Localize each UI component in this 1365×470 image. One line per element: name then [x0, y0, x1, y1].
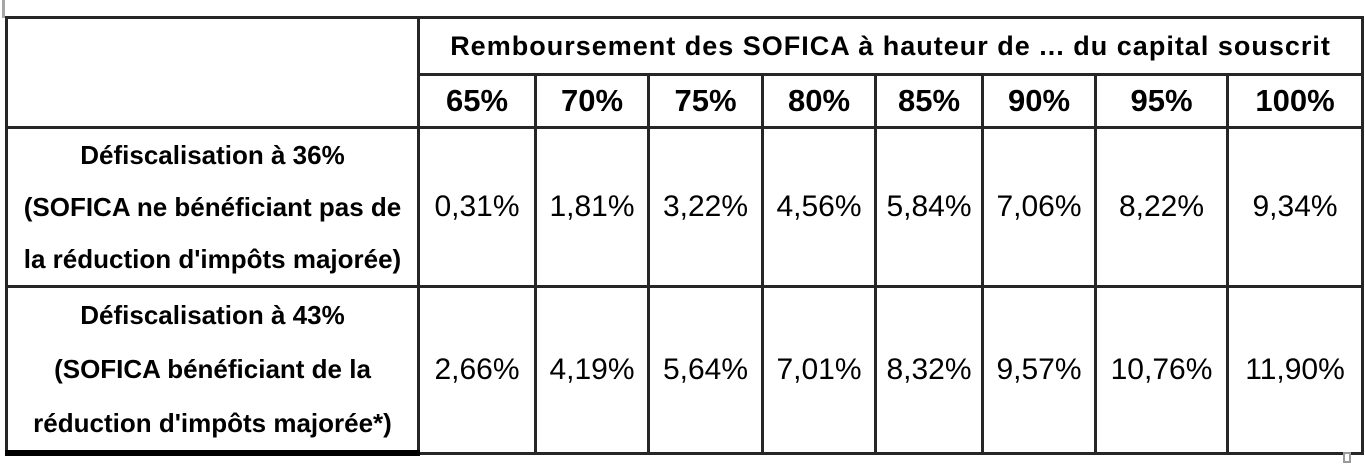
table-row-defisc-36: Défiscalisation à 36% (SOFICA ne bénéfic… — [5, 126, 1365, 288]
value-cell: 4,19% — [534, 285, 650, 455]
value-cell: 11,90% — [1225, 285, 1365, 455]
value-cell: 3,22% — [647, 126, 764, 288]
column-header-90: 90% — [981, 73, 1097, 129]
column-header-75: 75% — [647, 73, 764, 129]
column-header-95: 95% — [1094, 73, 1229, 129]
value-cell: 7,06% — [981, 126, 1097, 288]
value-cell: 8,32% — [874, 285, 984, 455]
value-cell: 10,76% — [1094, 285, 1229, 455]
row-label-line: Défiscalisation à 36% — [80, 140, 345, 170]
cursor-artifact — [2, 0, 5, 18]
table-header-row-percentages: 65% 70% 75% 80% 85% 90% 95% 100% — [7, 73, 1365, 129]
row-label-line: (SOFICA bénéficiant de la — [54, 354, 371, 384]
column-header-65: 65% — [417, 73, 537, 129]
table-resize-handle[interactable] — [1343, 452, 1351, 463]
value-cell: 9,57% — [981, 285, 1097, 455]
row-label-line: réduction d'impôts majorée*) — [33, 408, 392, 438]
value-cell: 0,31% — [417, 126, 537, 288]
value-cell: 5,84% — [874, 126, 984, 288]
row-label-line: Défiscalisation à 43% — [80, 300, 345, 330]
row-label-line: la réduction d'impôts majorée) — [23, 244, 402, 274]
sofica-returns-table: Remboursement des SOFICA à hauteur de ..… — [5, 16, 1365, 456]
value-cell: 4,56% — [761, 126, 877, 288]
empty-corner-cell — [5, 16, 420, 129]
row-label-defisc-36: Défiscalisation à 36% (SOFICA ne bénéfic… — [5, 126, 420, 288]
value-cell: 7,01% — [761, 285, 877, 455]
table-header-row-title: Remboursement des SOFICA à hauteur de ..… — [5, 16, 1365, 129]
table-row-defisc-43: Défiscalisation à 43% (SOFICA bénéfician… — [5, 285, 1365, 456]
value-cell: 2,66% — [417, 285, 537, 455]
column-header-100: 100% — [1225, 73, 1365, 129]
value-cell: 9,34% — [1225, 126, 1365, 288]
value-cell: 8,22% — [1094, 126, 1229, 288]
value-cell: 5,64% — [647, 285, 764, 455]
row-label-defisc-43: Défiscalisation à 43% (SOFICA bénéfician… — [5, 285, 420, 456]
column-header-85: 85% — [874, 73, 984, 129]
table-title: Remboursement des SOFICA à hauteur de ..… — [416, 16, 1365, 76]
column-header-80: 80% — [761, 73, 877, 129]
row-label-line: (SOFICA ne bénéficiant pas de — [23, 192, 402, 222]
column-header-70: 70% — [534, 73, 650, 129]
value-cell: 1,81% — [534, 126, 650, 288]
